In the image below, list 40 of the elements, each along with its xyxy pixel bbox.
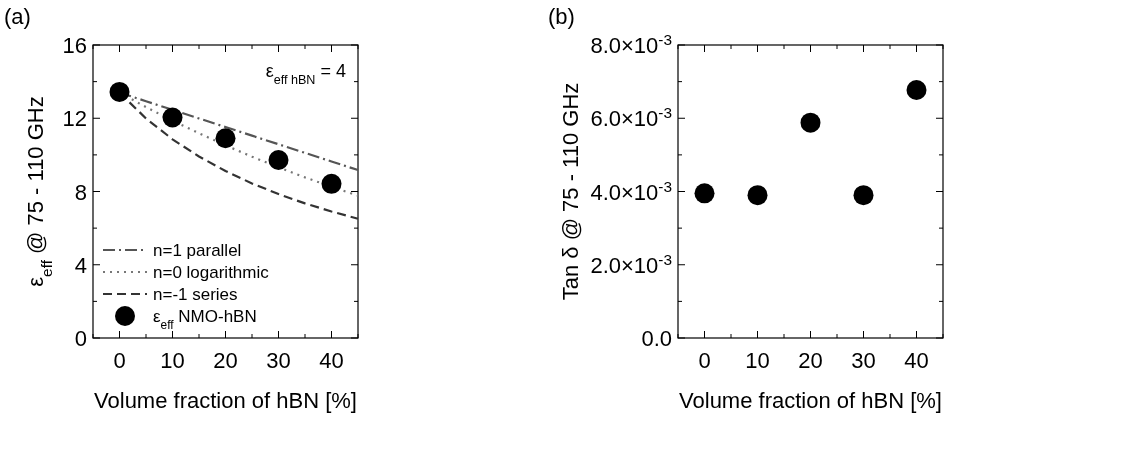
y-tick-label: 0.0 — [641, 326, 672, 351]
x-tick-label: 40 — [319, 348, 344, 373]
x-tick-label: 0 — [113, 348, 126, 373]
point — [215, 128, 236, 149]
point — [747, 185, 768, 206]
y-tick-label: 8 — [74, 179, 87, 205]
x-tick-label: 0 — [698, 348, 711, 373]
point — [109, 81, 130, 102]
point — [906, 80, 927, 101]
annotation: ε$_{eff hBN}$ = 4 — [265, 61, 346, 87]
point — [853, 185, 874, 206]
x-tick-label: 10 — [160, 348, 185, 373]
chart-title: (a) — [4, 4, 31, 29]
legend-label: n=1 parallel — [153, 241, 242, 260]
legend-label: n=0 logarithmic — [153, 263, 270, 282]
point — [268, 150, 289, 170]
y-tick-label: 12 — [62, 106, 87, 132]
y-tick-label: 2.0×10$^{-3}$ — [590, 250, 672, 278]
x-tick-label: 10 — [745, 348, 770, 373]
x-tick-label: 30 — [266, 348, 291, 373]
x-axis-title: Volume fraction of hBN [%] — [94, 388, 357, 413]
x-tick-label: 20 — [798, 348, 823, 373]
chart-title: (b) — [548, 4, 575, 29]
y-tick-label: 6.0×10$^{-3}$ — [590, 103, 672, 132]
legend-label: n=-1 series — [153, 285, 238, 304]
point — [162, 107, 183, 128]
y-tick-label: 4.0×10$^{-3}$ — [590, 177, 672, 205]
x-tick-label: 40 — [904, 348, 929, 373]
y-tick-label: 4 — [74, 252, 87, 278]
point — [321, 173, 342, 194]
y-axis-title: Tan δ @ 75 - 110 GHz — [558, 82, 583, 301]
y-tick-label: 8.0×10$^{-3}$ — [590, 30, 672, 58]
point — [800, 112, 821, 133]
y-tick-label: 16 — [62, 33, 87, 58]
x-axis-title: Volume fraction of hBN [%] — [679, 388, 942, 413]
x-tick-label: 20 — [213, 348, 238, 373]
legend-label: ε$_{eff}$ NMO-hBN — [153, 307, 257, 332]
y-tick-label: 0 — [74, 326, 87, 351]
x-tick-label: 30 — [851, 348, 876, 373]
point — [694, 183, 715, 204]
